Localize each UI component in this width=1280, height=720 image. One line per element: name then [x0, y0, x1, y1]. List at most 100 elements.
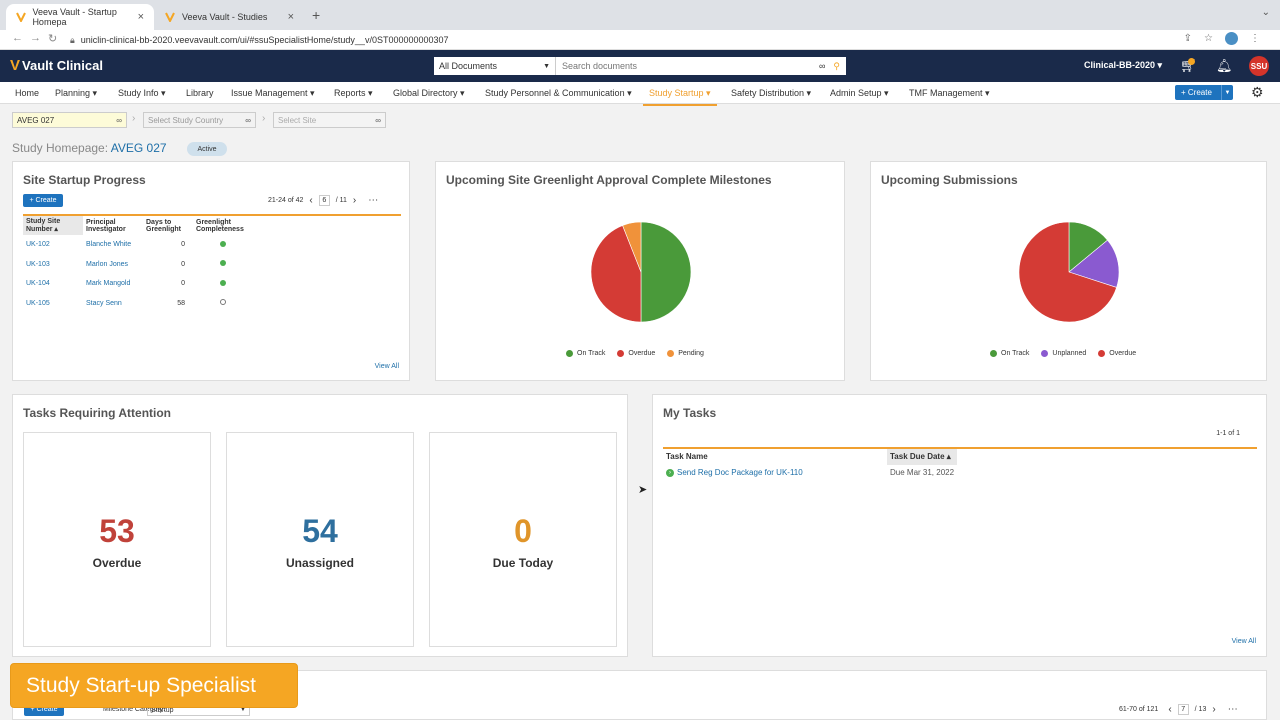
overdue-count: 53 [99, 513, 135, 549]
legend-item-on-track[interactable]: On Track [566, 350, 605, 357]
milestones-pager: 61-70 of 121 ‹ 7 / 13 › ⋯ [1119, 704, 1238, 715]
caret-down-icon: ▼ [543, 62, 550, 70]
more-actions-icon[interactable]: ⋯ [1227, 704, 1238, 715]
chevron-right-icon: › [132, 113, 136, 124]
reload-icon[interactable]: ↻ [48, 33, 58, 45]
create-dropdown-caret-icon[interactable]: ▼ [1221, 85, 1233, 100]
tab-search-icon[interactable]: ⌄ [1261, 7, 1270, 18]
browser-menu-icon[interactable]: ⋮ [1250, 33, 1260, 44]
task-link[interactable]: › Send Reg Doc Package for UK-110 [666, 468, 803, 477]
close-tab-icon[interactable]: × [287, 11, 294, 23]
nav-reports[interactable]: Reports ▾ [334, 88, 373, 98]
my-tasks-view-all-link[interactable]: View All [1231, 638, 1256, 645]
chevron-right-icon[interactable]: › [352, 195, 357, 206]
new-tab-icon[interactable]: + [312, 7, 321, 23]
legend-item-overdue[interactable]: Overdue [617, 350, 655, 357]
nav-admin-setup-label: Admin Setup [830, 88, 882, 98]
legend-item-unplanned[interactable]: Unplanned [1041, 350, 1086, 357]
close-tab-icon[interactable]: × [137, 11, 144, 23]
site-view-all-link[interactable]: View All [374, 363, 399, 370]
chevron-left-icon[interactable]: ‹ [309, 195, 313, 206]
browser-tab-startup-homepage[interactable]: Veeva Vault - Startup Homepa × [6, 4, 154, 30]
more-actions-icon[interactable]: ⋯ [368, 195, 379, 206]
site-number-link[interactable]: UK-102 [26, 241, 50, 249]
legend-item-overdue[interactable]: Overdue [1098, 350, 1136, 357]
pie-slice-overdue[interactable] [1018, 221, 1117, 323]
unassigned-label: Unassigned [285, 556, 354, 570]
nav-home[interactable]: Home [15, 88, 40, 98]
study-country-placeholder: Select Study Country [148, 115, 224, 125]
chevron-left-icon[interactable]: ‹ [1168, 704, 1172, 715]
site-create-button[interactable]: + Create [23, 194, 63, 207]
nav-planning[interactable]: Planning ▾ [55, 88, 98, 98]
legend-label: Overdue [1109, 350, 1137, 357]
page-number-input[interactable]: 7 [1177, 704, 1189, 715]
document-scope-select[interactable]: All Documents ▼ [434, 57, 556, 75]
pie-slice-on-track[interactable] [640, 221, 692, 323]
table-row: UK-105 Stacy Senn 58 [23, 294, 401, 314]
study-country-filter[interactable]: Select Study Country ∞ [143, 112, 256, 128]
user-avatar[interactable]: SSU [1249, 56, 1269, 76]
notification-bell-icon[interactable]: 🔔︎ [1216, 58, 1233, 73]
column-header-greenlight-completeness[interactable]: Greenlight Completeness [193, 214, 253, 235]
study-filter[interactable]: AVEG 027 ∞ [12, 112, 127, 128]
site-filter[interactable]: Select Site ∞ [273, 112, 386, 128]
search-input[interactable]: Search documents ∞ ⚲ [556, 57, 846, 75]
due-today-tile[interactable]: 0 Due Today [429, 432, 617, 647]
principal-investigator-link[interactable]: Stacy Senn [86, 299, 122, 307]
page-number-input[interactable]: 6 [318, 195, 330, 206]
unassigned-tile[interactable]: 54 Unassigned [226, 432, 414, 647]
nav-study-startup[interactable]: Study Startup ▾ [643, 88, 717, 106]
site-number-link[interactable]: UK-105 [26, 299, 50, 307]
binoculars-icon[interactable]: ∞ [245, 115, 251, 125]
vault-logo[interactable]: V Vault Clinical [10, 57, 103, 74]
share-icon[interactable]: ⇪ [1183, 33, 1193, 44]
principal-investigator-link[interactable]: Mark Mangold [86, 280, 131, 288]
principal-investigator-link[interactable]: Marlon Jones [86, 260, 129, 268]
nav-study-info[interactable]: Study Info ▾ [118, 88, 166, 98]
nav-global-directory[interactable]: Global Directory ▾ [393, 88, 465, 98]
url-text: uniclin-clinical-bb-2020.veevavault.com/… [80, 35, 449, 45]
url-field[interactable]: 🔒︎ uniclin-clinical-bb-2020.veevavault.c… [70, 33, 449, 47]
nav-study-personnel[interactable]: Study Personnel & Communication ▾ [485, 88, 632, 98]
nav-study-startup-label: Study Startup [649, 88, 704, 98]
binoculars-icon[interactable]: ∞ [116, 115, 122, 125]
nav-safety-distribution[interactable]: Safety Distribution ▾ [731, 88, 812, 98]
pie-slice-pending[interactable] [622, 221, 642, 273]
back-icon[interactable]: ← [12, 32, 23, 44]
bookmark-star-icon[interactable]: ☆ [1204, 33, 1213, 44]
vault-switcher[interactable]: Clinical-BB-2020 ▾ [1084, 60, 1162, 71]
legend-item-on-track[interactable]: On Track [990, 350, 1029, 357]
pie-slice-unplanned[interactable] [1068, 239, 1120, 288]
legend-item-pending[interactable]: Pending [667, 350, 704, 357]
column-header-site-number[interactable]: Study Site Number ▴ [23, 214, 83, 235]
principal-investigator-link[interactable]: Blanche White [86, 241, 132, 249]
create-button[interactable]: + Create ▼ [1175, 85, 1233, 100]
nav-study-personnel-label: Study Personnel & Communication [485, 88, 625, 98]
binoculars-icon[interactable]: ∞ [818, 61, 826, 71]
forward-icon[interactable]: → [30, 32, 41, 44]
column-header-days-to-greenlight[interactable]: Days to Greenlight [143, 214, 193, 235]
chevron-right-icon[interactable]: › [1212, 704, 1216, 715]
search-icon[interactable]: ⚲ [833, 60, 840, 71]
lock-icon: 🔒︎ [70, 34, 75, 45]
gear-icon[interactable]: ⚙ [1251, 84, 1264, 100]
complete-status-icon [220, 240, 226, 247]
legend-swatch [1098, 350, 1106, 357]
binoculars-icon[interactable]: ∞ [375, 115, 381, 125]
nav-admin-setup[interactable]: Admin Setup ▾ [830, 88, 889, 98]
column-header-task-due-date[interactable]: Task Due Date ▴ [887, 449, 957, 465]
nav-issue-management[interactable]: Issue Management ▾ [231, 88, 315, 98]
profile-avatar[interactable] [1225, 32, 1238, 45]
column-header-task-name[interactable]: Task Name [666, 452, 708, 461]
browser-tab-title: Veeva Vault - Startup Homepa [32, 7, 117, 27]
site-number-link[interactable]: UK-104 [26, 280, 50, 288]
overdue-tile[interactable]: 53 Overdue [23, 432, 211, 647]
pie-slice-overdue[interactable] [590, 225, 642, 323]
site-number-link[interactable]: UK-103 [26, 260, 50, 268]
nav-tmf-management[interactable]: TMF Management ▾ [909, 88, 990, 98]
browser-tab-studies[interactable]: Veeva Vault - Studies × [154, 4, 304, 30]
column-header-principal-investigator[interactable]: Principal Investigator [83, 214, 143, 235]
document-scope-value: All Documents [439, 61, 498, 71]
nav-library[interactable]: Library [186, 88, 214, 98]
